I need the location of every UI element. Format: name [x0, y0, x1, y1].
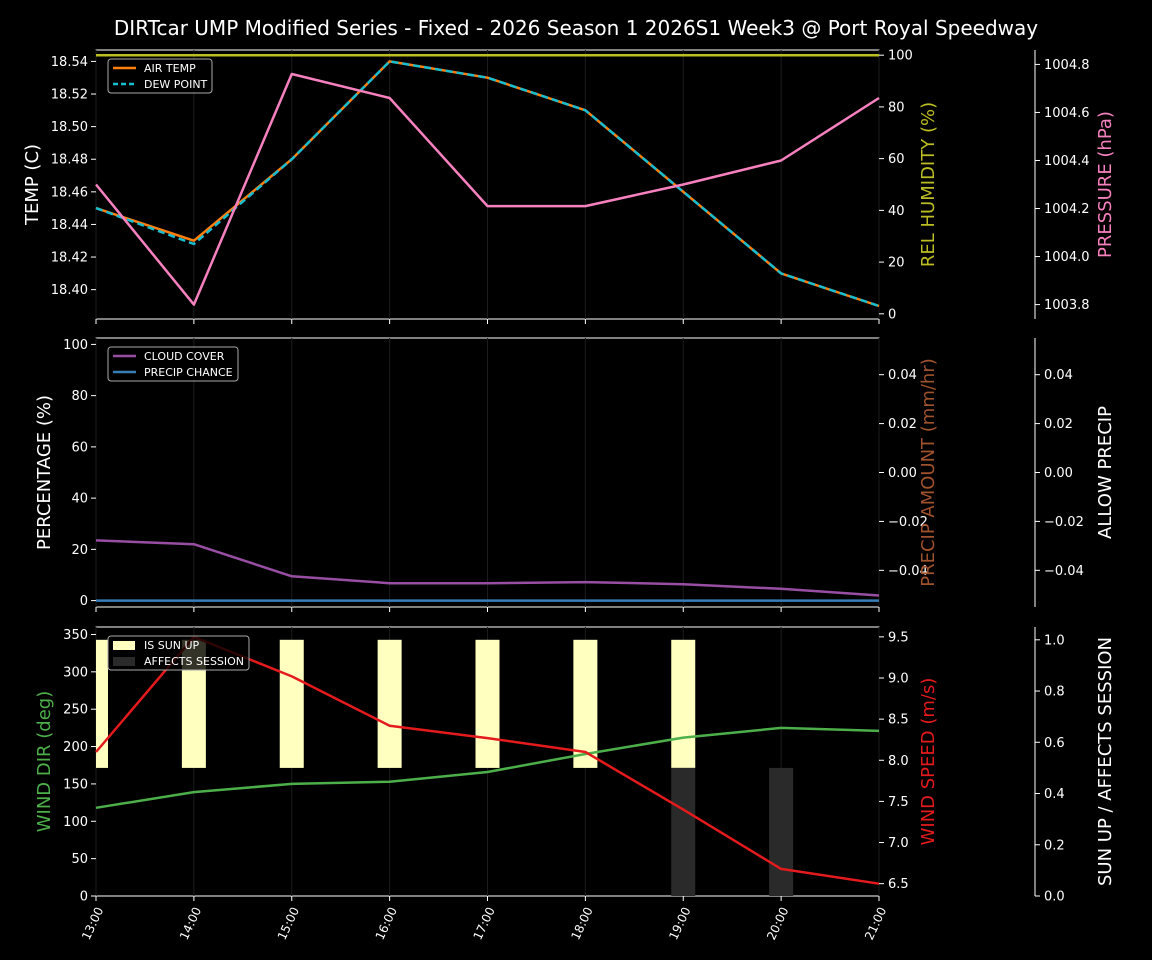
y-tick-label-far-right: −0.04	[1044, 564, 1084, 579]
y-tick-label-left: 100	[63, 815, 88, 830]
y-tick-label-right: 7.0	[888, 836, 909, 851]
wind-dir-line	[95, 726, 880, 810]
y-tick-label-left: 18.48	[51, 153, 88, 168]
y-tick-label-left: 18.46	[51, 185, 88, 200]
y-tick-label-far-right: 1.0	[1044, 633, 1065, 648]
dew-point-line	[95, 60, 880, 308]
bar-is-sun-up	[377, 639, 402, 768]
bar-is-sun-up	[279, 639, 304, 768]
y-tick-label-far-right: 0.4	[1044, 787, 1065, 802]
y-tick-label-right: 0	[888, 307, 896, 322]
y-tick-label-right: 8.0	[888, 754, 909, 769]
y-axis-label-right: PRECIP AMOUNT (mm/hr)	[918, 358, 939, 587]
y-tick-label-far-right: −0.02	[1044, 515, 1084, 530]
y-tick-label-right: 40	[888, 204, 905, 219]
y-tick-label-left: 150	[63, 777, 88, 792]
bar-is-sun-up	[671, 639, 696, 768]
legend-label: IS SUN UP	[144, 639, 200, 652]
y-tick-label-left: 20	[71, 543, 88, 558]
legend-box	[107, 346, 239, 382]
legend-label: DEW POINT	[144, 78, 208, 91]
legend-swatch	[113, 657, 135, 666]
legend: AIR TEMP DEW POINT	[107, 58, 213, 94]
y-tick-label-right: 0.00	[888, 466, 917, 481]
y-tick-label-far-right: 1004.8	[1044, 58, 1090, 73]
legend: CLOUD COVER PRECIP CHANCE	[107, 346, 239, 382]
legend-label: CLOUD COVER	[144, 350, 225, 363]
bar-affects-session	[671, 767, 696, 896]
y-tick-label-left: 0	[80, 890, 88, 905]
panel-weather: 18.40 18.42 18.44 18.46 18.48 18.50 18.52 18.54…	[22, 49, 1116, 324]
panel-clouds: 0 20 40 60 80 100 −0.04 −0.02 0.00 0.02 0.04 −0.04 −…	[34, 337, 1116, 612]
y-tick-label-left: 200	[63, 740, 88, 755]
legend-label: AIR TEMP	[144, 62, 196, 75]
y-tick-label-right: 20	[888, 256, 905, 271]
y-tick-label-left: 250	[63, 703, 88, 718]
bar-is-sun-up	[475, 639, 500, 768]
y-axis-label-left: PERCENTAGE (%)	[34, 395, 55, 550]
panel-wind: 0 50 100 150 200 250 300 350 6.5 7.0 7.5 8.0 8.5 9.0 9…	[34, 626, 1116, 942]
y-tick-label-far-right: 0.04	[1044, 368, 1073, 383]
y-tick-label-right: 9.0	[888, 672, 909, 687]
y-tick-label-left: 40	[71, 492, 88, 507]
y-tick-label-left: 18.40	[51, 283, 88, 298]
y-tick-label-right: 9.5	[888, 630, 909, 645]
y-tick-label-far-right: 1004.6	[1044, 106, 1090, 121]
y-tick-label-right: 0.02	[888, 417, 917, 432]
legend: IS SUN UP AFFECTS SESSION	[107, 635, 250, 671]
y-tick-label-left: 18.44	[51, 218, 88, 233]
y-tick-label-left: 0	[80, 594, 88, 609]
bar-is-sun-up	[96, 639, 108, 768]
y-tick-label-far-right: 0.6	[1044, 736, 1065, 751]
y-tick-label-far-right: 0.0	[1044, 890, 1065, 905]
y-tick-label-right: 7.5	[888, 795, 909, 810]
y-axis-label-right: REL HUMIDITY (%)	[918, 102, 939, 267]
y-tick-label-far-right: 0.02	[1044, 417, 1073, 432]
legend-box	[107, 635, 250, 671]
y-tick-label-far-right: 1003.8	[1044, 298, 1090, 313]
y-tick-label-right: 60	[888, 152, 905, 167]
y-tick-label-right: 100	[888, 49, 913, 64]
y-tick-label-left: 100	[63, 338, 88, 353]
y-axis-label-left: TEMP (C)	[22, 144, 43, 226]
y-tick-label-left: 50	[71, 852, 88, 867]
legend-label: PRECIP CHANCE	[144, 366, 233, 379]
y-axis-label-far-right: SUN UP / AFFECTS SESSION	[1095, 637, 1116, 886]
y-tick-label-far-right: 0.00	[1044, 466, 1073, 481]
y-tick-label-right: 6.5	[888, 877, 909, 892]
y-tick-label-right: 0.04	[888, 368, 917, 383]
y-tick-label-right: −0.04	[888, 564, 928, 579]
y-tick-label-right: −0.02	[888, 515, 928, 530]
y-tick-label-left: 300	[63, 665, 88, 680]
y-axis-label-far-right: ALLOW PRECIP	[1095, 406, 1116, 539]
y-axis-label-right: WIND SPEED (m/s)	[918, 678, 939, 846]
pressure-line	[95, 72, 880, 306]
y-axis-label-left: WIND DIR (deg)	[34, 691, 55, 833]
y-axis-label-far-right: PRESSURE (hPa)	[1095, 111, 1116, 258]
legend-label: AFFECTS SESSION	[144, 655, 244, 668]
bar-is-sun-up	[573, 639, 598, 768]
y-tick-label-left: 350	[63, 628, 88, 643]
y-tick-label-right: 80	[888, 100, 905, 115]
y-tick-label-far-right: 0.8	[1044, 685, 1065, 700]
y-tick-label-left: 80	[71, 389, 88, 404]
y-tick-label-far-right: 0.2	[1044, 838, 1065, 853]
bar-affects-session	[769, 767, 794, 896]
legend-swatch	[113, 641, 135, 650]
y-tick-label-far-right: 1004.2	[1044, 202, 1090, 217]
y-tick-label-left: 18.52	[51, 88, 88, 103]
y-tick-label-left: 18.54	[51, 55, 88, 70]
y-tick-label-right: 8.5	[888, 713, 909, 728]
plot-area: 18.40 18.42 18.44 18.46 18.48 18.50 18.52 18.54…	[22, 49, 1116, 942]
y-tick-label-far-right: 1004.4	[1044, 154, 1090, 169]
cloud-cover-line	[95, 539, 880, 597]
y-tick-label-left: 60	[71, 440, 88, 455]
y-tick-label-far-right: 1004.0	[1044, 250, 1090, 265]
y-tick-label-left: 18.50	[51, 120, 88, 135]
y-tick-label-left: 18.42	[51, 251, 88, 266]
chart-title: DIRTcar UMP Modified Series - Fixed - 20…	[114, 16, 1038, 40]
